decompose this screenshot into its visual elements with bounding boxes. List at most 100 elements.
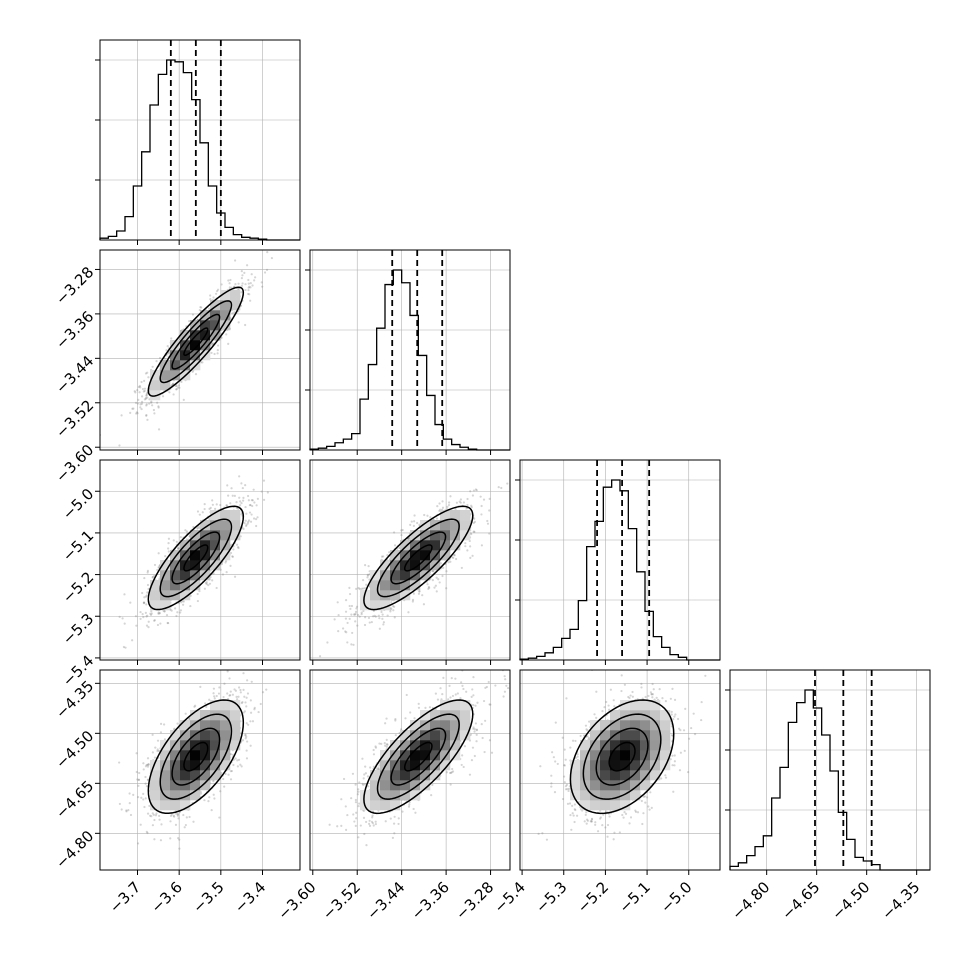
sample-point — [147, 376, 150, 379]
sample-point — [216, 349, 219, 352]
density-cell — [210, 510, 221, 521]
density-cell — [370, 600, 381, 611]
sample-point — [259, 702, 262, 706]
density-cell — [150, 600, 161, 611]
sample-point — [176, 547, 180, 551]
sample-point — [381, 617, 384, 620]
density-cell — [400, 580, 411, 591]
y-tick-label: −5.2 — [59, 568, 97, 606]
sample-point — [122, 645, 125, 649]
sample-point — [412, 524, 415, 528]
sample-point — [358, 802, 361, 805]
sample-point — [234, 689, 237, 692]
sample-point — [418, 590, 421, 593]
sample-point — [142, 601, 146, 604]
sample-point — [361, 587, 365, 590]
sample-point — [664, 699, 667, 703]
density-cell — [180, 340, 191, 351]
sample-point — [594, 823, 597, 826]
sample-point — [214, 507, 217, 510]
sample-point — [158, 612, 161, 615]
sample-point — [551, 751, 554, 754]
sample-point — [172, 539, 175, 542]
sample-point — [180, 380, 183, 383]
sample-point — [348, 592, 352, 596]
sample-point — [565, 783, 569, 786]
sample-point — [488, 532, 491, 535]
density-cell — [430, 730, 441, 741]
sample-point — [679, 751, 682, 754]
sample-point — [250, 498, 253, 502]
sample-point — [243, 710, 246, 713]
density-cell — [630, 790, 641, 801]
sample-point — [151, 824, 155, 827]
sample-point — [235, 543, 239, 546]
sample-point — [393, 605, 396, 608]
sample-point — [151, 575, 154, 579]
density-cell — [660, 720, 671, 731]
y-tick-label: −5.3 — [59, 610, 97, 648]
sample-point — [473, 517, 476, 520]
sample-point — [212, 572, 215, 575]
sample-point — [156, 739, 160, 742]
sample-point — [158, 818, 161, 821]
sample-point — [211, 499, 214, 502]
sample-point — [361, 579, 365, 582]
sample-point — [175, 614, 178, 618]
sample-point — [376, 767, 379, 771]
sample-point — [488, 739, 492, 742]
sample-point — [123, 593, 126, 596]
sample-point — [144, 797, 147, 800]
density-cell — [200, 320, 211, 331]
density-cell — [440, 520, 451, 531]
sample-point — [250, 668, 252, 670]
density-cell — [200, 720, 211, 731]
sample-point — [136, 796, 140, 799]
sample-point — [590, 818, 593, 821]
sample-point — [612, 838, 615, 841]
sample-point — [139, 386, 142, 389]
sample-point — [233, 688, 236, 691]
sample-point — [594, 821, 597, 824]
density-cell — [160, 580, 171, 591]
histogram-step-line — [729, 689, 930, 871]
sample-point — [473, 730, 476, 733]
sample-point — [365, 583, 368, 586]
sample-point — [133, 390, 136, 393]
density-cell — [440, 550, 451, 561]
sample-point — [146, 614, 149, 617]
sample-point — [241, 701, 244, 704]
x-tick-label: −5.1 — [615, 878, 653, 916]
sample-point — [454, 677, 457, 680]
density-cell — [600, 730, 611, 741]
sample-point — [265, 688, 268, 691]
scatter-frame — [99, 249, 301, 451]
sample-point — [253, 708, 256, 711]
density-cells — [150, 290, 241, 401]
sample-point — [608, 815, 611, 818]
sample-point — [142, 768, 145, 771]
density-cell — [390, 790, 401, 801]
sample-point — [188, 320, 191, 323]
sample-point — [159, 731, 163, 734]
sample-point — [487, 680, 490, 684]
sample-point — [431, 783, 434, 786]
sample-point — [572, 814, 575, 817]
sample-point — [404, 717, 407, 720]
sample-point — [141, 395, 144, 398]
sample-point — [136, 388, 139, 392]
sample-point — [208, 796, 211, 799]
sample-point — [576, 753, 579, 756]
density-cell — [640, 760, 651, 771]
sample-point — [185, 530, 189, 533]
density-cell — [370, 770, 381, 781]
sample-point — [451, 556, 454, 559]
sample-point — [606, 823, 610, 827]
sample-point — [377, 768, 381, 771]
sample-point — [153, 838, 156, 841]
sample-point — [380, 610, 383, 614]
sample-point — [573, 808, 576, 811]
density-cell — [220, 320, 231, 331]
sample-point — [163, 723, 166, 726]
sample-point — [262, 479, 266, 482]
